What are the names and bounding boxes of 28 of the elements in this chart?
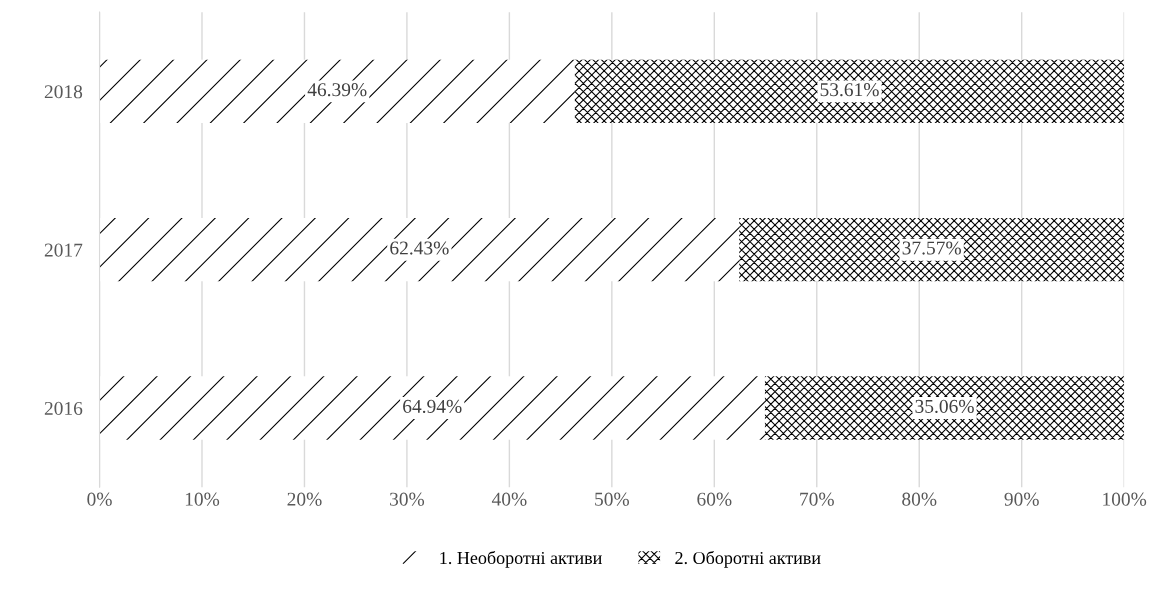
legend-label: 2. Оборотні активи [675,550,821,568]
y-tick-label: 2017 [44,243,83,257]
data-label: 46.39% [307,83,367,97]
legend-label: 1. Необоротні активи [440,550,602,568]
bar [99,376,765,440]
x-tick-label: 100% [1103,492,1147,506]
bar [574,59,1125,124]
x-tick-label: 50% [595,492,630,506]
data-label: 53.61% [820,83,879,97]
data-label: 35.06% [915,399,974,413]
data-label: 62.43% [390,241,449,255]
x-tick-label: 60% [697,492,732,506]
bar [739,218,1125,282]
x-tick-label: 80% [902,492,937,506]
x-tick-label: 40% [491,492,527,506]
bar [99,218,740,282]
bar [764,376,1125,440]
bar [99,59,575,124]
x-tick-label: 70% [800,492,834,506]
x-tick-label: 10% [185,492,220,506]
data-label: 64.94% [403,399,462,413]
x-tick-label: 20% [287,492,322,506]
x-tick-label: 0% [87,492,112,506]
x-tick-label: 30% [390,492,425,506]
y-tick-label: 2018 [44,85,83,99]
data-label: 37.57% [902,241,961,255]
x-tick-label: 90% [1004,492,1039,506]
y-tick-label: 2016 [44,401,83,415]
